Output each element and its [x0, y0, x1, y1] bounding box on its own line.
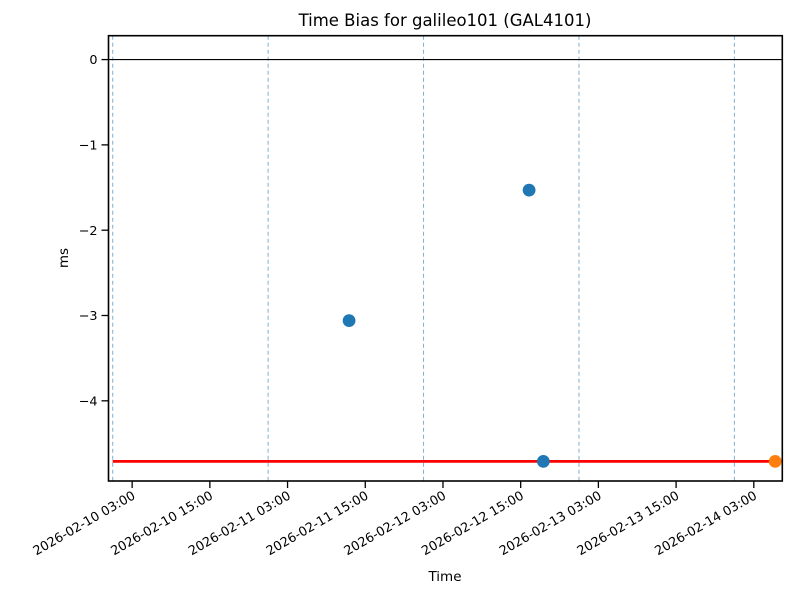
y-axis-label: ms	[56, 248, 72, 268]
x-axis-label: Time	[427, 569, 461, 585]
bias-sample-point	[342, 314, 356, 328]
data-point-layer	[342, 183, 782, 468]
y-tick-label: −3	[79, 309, 98, 324]
y-tick-label: −1	[79, 138, 98, 153]
bias-sample-point	[522, 183, 536, 197]
gridline-layer	[112, 35, 735, 481]
plot-frame	[107, 34, 784, 482]
bias-sample-point	[536, 454, 550, 468]
y-tick-label: 0	[89, 53, 97, 68]
y-tick-label: −4	[79, 394, 98, 409]
y-tick-label: −2	[79, 224, 98, 239]
latest-bias-sample-point	[768, 454, 782, 468]
chart-title: Time Bias for galileo101 (GAL4101)	[298, 11, 592, 30]
reference-line-layer	[108, 58, 783, 463]
y-axis-tick-layer: 0 −1 −2 −3 −4	[79, 53, 109, 409]
